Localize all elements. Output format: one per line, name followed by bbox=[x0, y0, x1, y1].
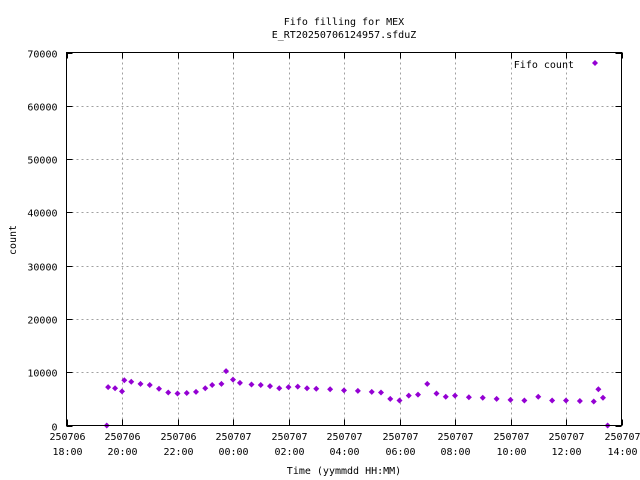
x-tick-date: 250706 bbox=[160, 432, 196, 443]
x-tick-date: 250707 bbox=[548, 432, 584, 443]
data-point bbox=[209, 382, 216, 389]
x-tick-time: 04:00 bbox=[329, 447, 359, 458]
data-point bbox=[294, 383, 301, 390]
data-point bbox=[236, 379, 243, 386]
y-tick-label: 20000 bbox=[27, 316, 57, 327]
data-point bbox=[257, 382, 264, 389]
data-point bbox=[313, 385, 320, 392]
data-point bbox=[230, 376, 236, 383]
data-point bbox=[165, 389, 172, 396]
data-point bbox=[378, 389, 384, 396]
y-tick-label: 70000 bbox=[27, 50, 57, 61]
chart-subtitle: E_RT20250706124957.sfduZ bbox=[272, 30, 417, 41]
data-point bbox=[223, 368, 230, 375]
data-point bbox=[590, 398, 597, 405]
plot-frame bbox=[66, 52, 622, 426]
data-points bbox=[103, 368, 611, 429]
y-axis-label: count bbox=[8, 225, 19, 255]
x-tick-time: 10:00 bbox=[496, 447, 526, 458]
y-axis: 0 10000 20000 30000 40000 50000 60000 70000 bbox=[27, 50, 622, 434]
x-tick-date: 250707 bbox=[271, 432, 307, 443]
x-tick-time: 20:00 bbox=[107, 447, 137, 458]
data-point bbox=[218, 380, 225, 387]
data-point bbox=[442, 393, 449, 400]
data-point bbox=[121, 377, 128, 384]
x-tick-date: 250706 bbox=[104, 432, 140, 443]
data-point bbox=[479, 394, 486, 401]
data-point bbox=[146, 382, 153, 389]
x-tick-date: 250707 bbox=[437, 432, 473, 443]
data-point bbox=[174, 390, 181, 397]
data-point bbox=[193, 388, 199, 395]
data-point bbox=[415, 391, 421, 398]
x-tick-date: 250707 bbox=[493, 432, 529, 443]
data-point bbox=[595, 386, 602, 393]
x-tick-time: 02:00 bbox=[274, 447, 304, 458]
grid-lines bbox=[66, 52, 622, 426]
y-tick-label: 60000 bbox=[27, 103, 57, 114]
data-point bbox=[600, 394, 606, 401]
x-tick-time: 08:00 bbox=[440, 447, 470, 458]
data-point bbox=[452, 392, 458, 399]
data-point bbox=[156, 385, 162, 392]
data-point bbox=[405, 392, 412, 399]
data-point bbox=[507, 396, 514, 403]
x-tick-date: 250707 bbox=[215, 432, 251, 443]
y-tick-label: 0 bbox=[51, 423, 57, 434]
data-point bbox=[341, 387, 347, 394]
x-axis: 250706 18:00 250706 20:00 250706 22:00 250707 0… bbox=[49, 52, 640, 458]
data-point bbox=[112, 385, 119, 392]
data-point bbox=[396, 397, 403, 404]
data-point bbox=[493, 395, 500, 402]
x-tick-time: 06:00 bbox=[385, 447, 415, 458]
data-point bbox=[105, 384, 112, 391]
x-tick-time: 14:00 bbox=[607, 447, 637, 458]
data-point bbox=[304, 385, 310, 392]
legend-label: Fifo count bbox=[514, 60, 574, 71]
x-tick-time: 00:00 bbox=[218, 447, 248, 458]
data-point bbox=[137, 380, 144, 387]
data-point bbox=[183, 389, 190, 396]
data-point bbox=[354, 387, 361, 394]
y-tick-label: 30000 bbox=[27, 263, 57, 274]
data-point bbox=[368, 388, 375, 395]
x-tick-time: 22:00 bbox=[163, 447, 193, 458]
data-point bbox=[576, 397, 583, 404]
data-point bbox=[433, 390, 440, 397]
x-tick-date: 250707 bbox=[604, 432, 640, 443]
x-tick-time: 18:00 bbox=[52, 447, 82, 458]
x-tick-date: 250707 bbox=[382, 432, 418, 443]
data-point bbox=[549, 397, 556, 404]
data-point bbox=[563, 397, 569, 404]
x-axis-label: Time (yymmdd HH:MM) bbox=[287, 466, 401, 477]
data-point bbox=[387, 395, 394, 402]
data-point bbox=[465, 394, 472, 401]
data-point bbox=[521, 397, 528, 404]
y-tick-label: 50000 bbox=[27, 156, 57, 167]
legend: Fifo count bbox=[514, 60, 598, 71]
data-point bbox=[535, 393, 542, 400]
y-tick-label: 10000 bbox=[27, 369, 57, 380]
legend-marker bbox=[592, 60, 598, 66]
data-point bbox=[327, 386, 334, 393]
data-point bbox=[128, 378, 135, 385]
data-point bbox=[119, 388, 125, 395]
data-point bbox=[267, 383, 273, 390]
data-point bbox=[202, 385, 209, 392]
data-point bbox=[276, 385, 283, 392]
data-point bbox=[285, 384, 292, 391]
x-tick-date: 250707 bbox=[326, 432, 362, 443]
x-tick-time: 12:00 bbox=[551, 447, 581, 458]
data-point bbox=[248, 381, 255, 388]
data-point bbox=[424, 380, 431, 387]
x-tick-date: 250706 bbox=[49, 432, 85, 443]
chart-title: Fifo filling for MEX bbox=[284, 17, 404, 28]
y-tick-label: 40000 bbox=[27, 209, 57, 220]
